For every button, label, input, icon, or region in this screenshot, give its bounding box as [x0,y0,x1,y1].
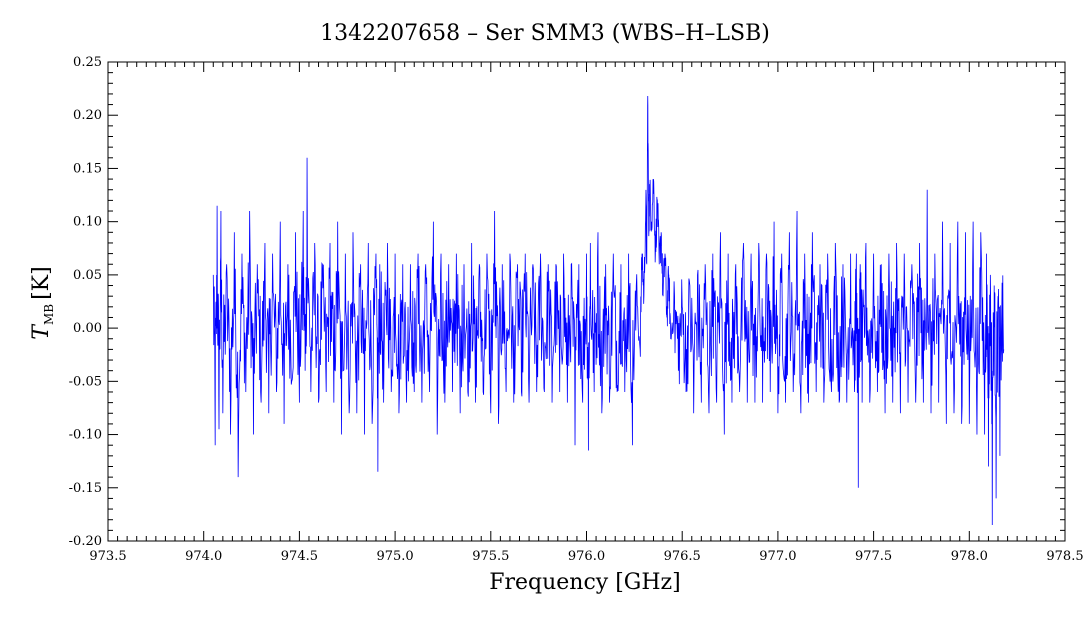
x-tick-label: 975.0 [376,549,413,564]
x-tick-label: 976.0 [568,549,605,564]
x-tick-label: 976.5 [664,549,701,564]
x-tick-label: 974.5 [281,549,318,564]
x-tick-label: 977.5 [855,549,892,564]
x-axis-label: Frequency [GHz] [489,570,681,595]
y-tick-label: 0.00 [73,321,102,336]
y-tick-label: 0.10 [73,215,102,230]
y-axis-label: TMB [K] [29,266,56,339]
y-tick-label: 0.20 [73,108,102,123]
y-tick-label: -0.05 [69,374,102,389]
y-tick-label: -0.10 [69,428,102,443]
chart-title: 1342207658 – Ser SMM3 (WBS–H–LSB) [320,21,770,46]
x-tick-label: 977.0 [759,549,796,564]
y-axis-label-main: T [29,323,54,340]
x-axis: 973.5 974.0 974.5 975.0 975.5 976.0 976.5 977.0… [89,62,1084,564]
y-tick-label: -0.20 [69,534,102,549]
x-tick-label: 975.5 [472,549,509,564]
x-tick-label: 973.5 [89,549,126,564]
x-tick-label: 978.5 [1046,549,1083,564]
x-tick-label: 978.0 [951,549,988,564]
y-axis-label-sub: MB [42,304,56,325]
x-tick-label: 974.0 [185,549,222,564]
spectrum-series-line [212,96,1005,526]
y-tick-label: 0.05 [73,268,102,283]
y-axis-label-unit: [K] [29,266,54,300]
y-tick-label: 0.25 [73,55,102,70]
plot-area [107,61,1066,542]
y-axis: -0.20 -0.15 -0.10 -0.05 0.00 0.05 0.10 0.15 0.20… [69,55,1065,549]
y-tick-label: 0.15 [73,161,102,176]
y-tick-label: -0.15 [69,481,102,496]
